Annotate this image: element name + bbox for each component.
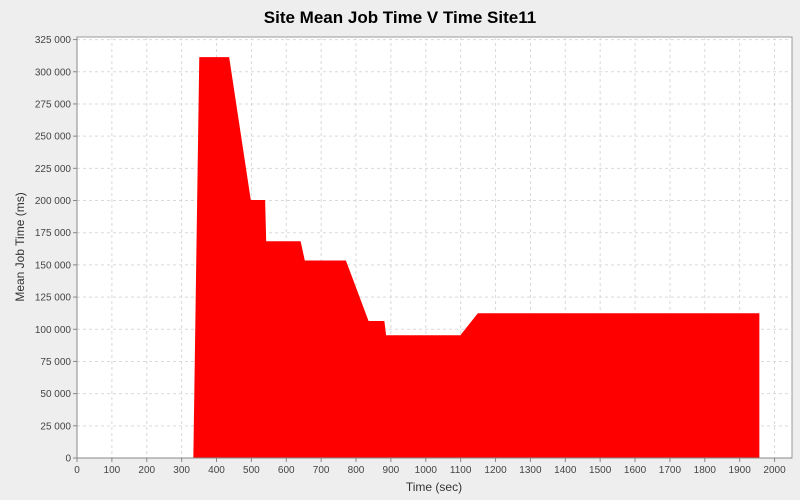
y-tick-label: 175 000 bbox=[35, 228, 72, 239]
y-tick-label: 250 000 bbox=[35, 132, 72, 143]
x-tick-label: 700 bbox=[313, 465, 330, 476]
x-tick-label: 1600 bbox=[624, 465, 647, 476]
x-tick-label: 1100 bbox=[450, 465, 472, 476]
y-tick-label: 75 000 bbox=[40, 357, 71, 368]
x-tick-label: 1900 bbox=[729, 465, 752, 476]
y-tick-label: 325 000 bbox=[35, 35, 72, 46]
chart-title: Site Mean Job Time V Time Site11 bbox=[264, 8, 536, 27]
x-tick-label: 500 bbox=[243, 465, 260, 476]
y-tick-label: 0 bbox=[65, 454, 71, 465]
x-tick-label: 1700 bbox=[659, 465, 682, 476]
y-tick-label: 150 000 bbox=[35, 260, 72, 271]
y-tick-label: 300 000 bbox=[35, 67, 72, 78]
y-tick-label: 125 000 bbox=[35, 293, 72, 304]
area-series-site11 bbox=[193, 57, 760, 459]
x-tick-label: 600 bbox=[278, 465, 295, 476]
y-tick-label: 50 000 bbox=[40, 389, 71, 400]
x-tick-label: 1500 bbox=[589, 465, 612, 476]
x-tick-label: 900 bbox=[383, 465, 400, 476]
x-tick-label: 400 bbox=[208, 465, 225, 476]
y-tick-label: 100 000 bbox=[35, 325, 72, 336]
y-tick-label: 225 000 bbox=[35, 164, 72, 175]
x-tick-label: 1000 bbox=[415, 465, 438, 476]
x-tick-label: 1800 bbox=[694, 465, 717, 476]
y-axis-label: Mean Job Time (ms) bbox=[13, 192, 27, 301]
area-series bbox=[193, 57, 760, 459]
x-tick-label: 1400 bbox=[554, 465, 577, 476]
y-tick-label: 25 000 bbox=[40, 421, 71, 432]
axes: 0 100 200 300 400 500 600 700 800 900 1000 1100 1200… bbox=[35, 35, 792, 476]
y-tick-label: 275 000 bbox=[35, 99, 72, 110]
x-tick-label: 1200 bbox=[484, 465, 507, 476]
x-tick-label: 300 bbox=[173, 465, 190, 476]
x-tick-label: 2000 bbox=[763, 465, 786, 476]
x-tick-label: 200 bbox=[138, 465, 155, 476]
x-tick-label: 0 bbox=[74, 465, 80, 476]
x-axis-label: Time (sec) bbox=[406, 480, 462, 494]
y-tick-label: 200 000 bbox=[35, 196, 72, 207]
x-tick-label: 1300 bbox=[519, 465, 542, 476]
x-tick-label: 100 bbox=[104, 465, 121, 476]
x-tick-label: 800 bbox=[348, 465, 365, 476]
